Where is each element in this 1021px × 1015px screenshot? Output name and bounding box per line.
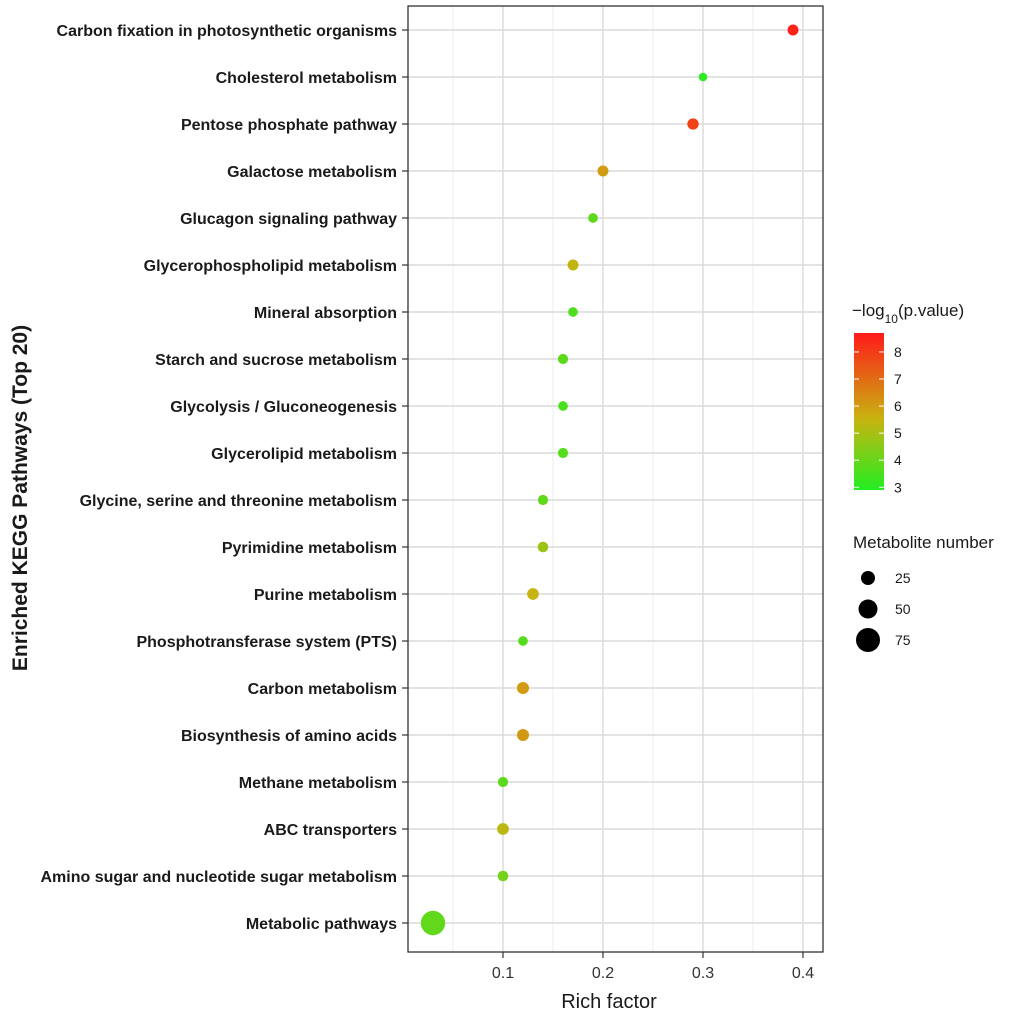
data-points bbox=[420, 24, 799, 936]
data-point bbox=[557, 447, 569, 459]
category-label: Metabolic pathways bbox=[246, 916, 397, 933]
color-legend-title-subscript: 10 bbox=[885, 312, 899, 326]
data-point bbox=[588, 213, 598, 223]
x-tick-label: 0.2 bbox=[592, 965, 614, 982]
data-point bbox=[698, 72, 708, 82]
data-point bbox=[537, 541, 549, 553]
category-label: Glycerophospholipid metabolism bbox=[144, 258, 397, 275]
size-legend-circle bbox=[858, 599, 878, 619]
category-label: Biosynthesis of amino acids bbox=[181, 728, 397, 745]
category-label: ABC transporters bbox=[264, 822, 397, 839]
x-axis-title: Rich factor bbox=[561, 991, 657, 1013]
data-point bbox=[537, 494, 549, 506]
data-point bbox=[518, 636, 528, 646]
data-point bbox=[516, 681, 530, 695]
data-point bbox=[597, 165, 609, 177]
category-label: Glucagon signaling pathway bbox=[180, 211, 397, 228]
data-point bbox=[558, 401, 568, 411]
category-label: Carbon fixation in photosynthetic organi… bbox=[57, 23, 398, 40]
data-point bbox=[497, 776, 509, 788]
color-bar-tick-label: 8 bbox=[894, 344, 902, 360]
data-point bbox=[687, 118, 699, 130]
category-label: Phosphotransferase system (PTS) bbox=[136, 634, 397, 651]
x-tick-label: 0.1 bbox=[492, 965, 514, 982]
y-axis-ticks: Carbon fixation in photosynthetic organi… bbox=[40, 23, 408, 933]
color-bar-tick-label: 3 bbox=[894, 479, 902, 495]
size-legend-label: 75 bbox=[895, 632, 911, 648]
color-legend-title-prefix: −log bbox=[852, 301, 885, 320]
data-point bbox=[557, 353, 569, 365]
color-legend-title: −log10(p.value) bbox=[852, 301, 964, 326]
color-bar-tick-label: 4 bbox=[894, 452, 902, 468]
category-label: Cholesterol metabolism bbox=[216, 70, 397, 87]
data-point bbox=[420, 910, 446, 936]
category-label: Amino sugar and nucleotide sugar metabol… bbox=[40, 869, 397, 886]
size-legend-title: Metabolite number bbox=[853, 533, 994, 552]
data-point bbox=[516, 728, 530, 742]
y-axis-title: Enriched KEGG Pathways (Top 20) bbox=[9, 325, 32, 671]
category-label: Glycerolipid metabolism bbox=[211, 446, 397, 463]
data-point bbox=[787, 24, 799, 36]
category-label: Carbon metabolism bbox=[248, 681, 397, 698]
color-legend-title-suffix: (p.value) bbox=[898, 301, 964, 320]
data-point bbox=[497, 823, 509, 835]
grid-lines bbox=[408, 6, 823, 952]
color-bar-tick-label: 5 bbox=[894, 425, 902, 441]
category-label: Pentose phosphate pathway bbox=[181, 117, 397, 134]
color-bar-ticks: 3 4 5 6 7 8 bbox=[854, 344, 902, 495]
size-legend-items: 25 50 75 bbox=[856, 570, 911, 652]
category-label: Glycolysis / Gluconeogenesis bbox=[170, 399, 397, 416]
data-point bbox=[527, 588, 539, 600]
size-legend-circle bbox=[856, 628, 880, 652]
plot-background bbox=[408, 6, 823, 952]
x-tick-label: 0.4 bbox=[792, 965, 814, 982]
color-bar-tick-label: 6 bbox=[894, 398, 902, 414]
plot-border bbox=[407, 5, 824, 953]
color-bar-tick-label: 7 bbox=[894, 371, 902, 387]
category-label: Purine metabolism bbox=[254, 587, 397, 604]
size-legend-circle bbox=[861, 571, 875, 585]
category-label: Methane metabolism bbox=[239, 775, 397, 792]
category-label: Glycine, serine and threonine metabolism bbox=[80, 493, 397, 510]
category-label: Mineral absorption bbox=[254, 305, 397, 322]
category-label: Starch and sucrose metabolism bbox=[155, 352, 397, 369]
data-point bbox=[567, 259, 579, 271]
color-bar bbox=[854, 333, 884, 490]
data-point bbox=[568, 307, 578, 317]
size-legend-label: 50 bbox=[895, 601, 911, 617]
size-legend: Metabolite number 25 50 75 bbox=[853, 533, 994, 652]
x-tick-label: 0.3 bbox=[692, 965, 714, 982]
color-legend: −log10(p.value) 3 4 5 6 7 8 bbox=[852, 301, 964, 495]
category-label: Pyrimidine metabolism bbox=[222, 540, 397, 557]
category-label: Galactose metabolism bbox=[227, 164, 397, 181]
x-axis-ticks: 0.1 0.2 0.3 0.4 bbox=[492, 952, 814, 982]
data-point bbox=[497, 870, 509, 882]
size-legend-label: 25 bbox=[895, 570, 911, 586]
